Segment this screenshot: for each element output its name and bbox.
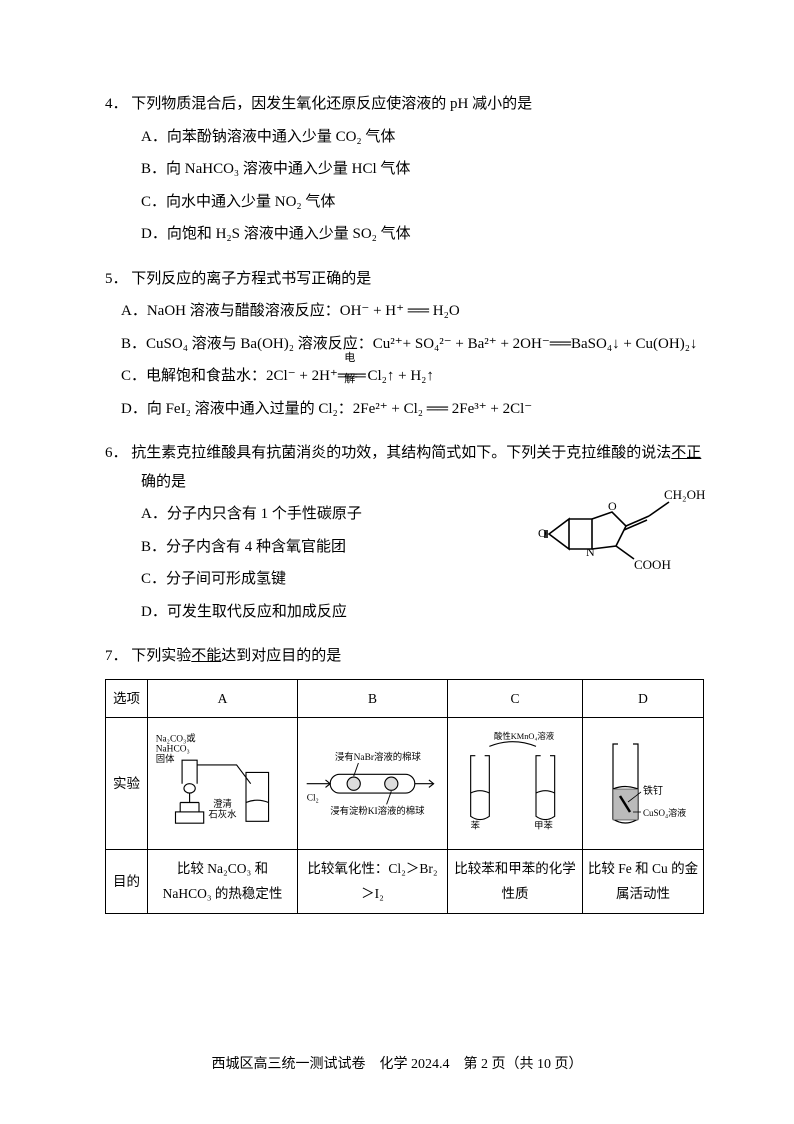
q5-num: 5． (105, 271, 128, 287)
exp-c-cell: 酸性KMnO₄溶液 苯 甲苯 (448, 718, 583, 850)
svg-text:Cl₂: Cl₂ (307, 794, 319, 804)
q4-opt-b: B．向 NaHCO₃ 溶液中通入少量 HCl 气体 (141, 155, 704, 184)
q4-a-text: 向苯酚钠溶液中通入少量 CO₂ 气体 (167, 129, 396, 145)
question-7: 7． 下列实验不能达到对应目的的是 选项 A B C D 实验 (105, 642, 704, 914)
svg-text:石灰水: 石灰水 (208, 809, 237, 821)
q5-text: 下列反应的离子方程式书写正确的是 (131, 271, 371, 287)
svg-text:NaHCO₃: NaHCO₃ (156, 745, 190, 755)
purpose-a: 比较 Na₂CO₃ 和 NaHCO₃ 的热稳定性 (148, 849, 298, 913)
q7-num: 7． (105, 648, 128, 664)
row-exp-label: 实验 (106, 718, 148, 850)
exp-d-diagram: 铁钉 CuSO₄溶液 (587, 724, 699, 834)
q4-opt-c: C．向水中通入少量 NO₂ 气体 (141, 188, 704, 217)
question-4: 4． 下列物质混合后，因发生氧化还原反应使溶液的 pH 减小的是 A．向苯酚钠溶… (105, 90, 704, 249)
q6-num: 6． (105, 445, 128, 461)
q7-text: 下列实验 (131, 648, 191, 664)
svg-text:CuSO₄溶液: CuSO₄溶液 (643, 807, 686, 818)
q4-opt-a: A．向苯酚钠溶液中通入少量 CO₂ 气体 (141, 123, 704, 152)
q5-opt-c: C．电解饱和食盐水：2Cl⁻ + 2H⁺电解═══ Cl₂↑ + H₂↑ (121, 362, 704, 391)
question-5: 5． 下列反应的离子方程式书写正确的是 A．NaOH 溶液与醋酸溶液反应：OH⁻… (105, 265, 704, 424)
svg-text:Na₂CO₃或: Na₂CO₃或 (156, 733, 196, 745)
q6-c-text: 分子间可形成氢键 (166, 571, 286, 587)
mol-o2: O (608, 499, 617, 513)
q5-b-text: CuSO₄ 溶液与 Ba(OH)₂ 溶液反应：Cu²⁺+ SO₄²⁻ + Ba²… (146, 336, 697, 352)
svg-text:浸有NaBr溶液的棉球: 浸有NaBr溶液的棉球 (335, 751, 422, 763)
svg-text:浸有淀粉KI溶液的棉球: 浸有淀粉KI溶液的棉球 (330, 805, 425, 817)
q4-text: 下列物质混合后，因发生氧化还原反应使溶液的 pH 减小的是 (131, 96, 532, 112)
purpose-c: 比较苯和甲苯的化学性质 (448, 849, 583, 913)
exp-d-cell: 铁钉 CuSO₄溶液 (583, 718, 704, 850)
table-purpose-row: 目的 比较 Na₂CO₃ 和 NaHCO₃ 的热稳定性 比较氧化性：Cl₂＞Br… (106, 849, 704, 913)
svg-text:澄清: 澄清 (213, 798, 232, 810)
q5-options: A．NaOH 溶液与醋酸溶液反应：OH⁻ + H⁺ ══ H₂O B．CuSO₄… (105, 297, 704, 423)
hdr-a: A (148, 679, 298, 718)
table-experiment-row: 实验 Na₂CO₃或 NaHCO₃ 固体 澄清 (106, 718, 704, 850)
mol-n: N (586, 545, 595, 559)
electrolysis-label: 电解 (344, 348, 357, 390)
exp-a-cell: Na₂CO₃或 NaHCO₃ 固体 澄清 石灰水 (148, 718, 298, 850)
exp-a-diagram: Na₂CO₃或 NaHCO₃ 固体 澄清 石灰水 (152, 724, 293, 834)
q7-text2: 达到对应目的的是 (221, 648, 341, 664)
q5-d-text: 向 FeI₂ 溶液中通入过量的 Cl₂：2Fe²⁺ + Cl₂ ══ 2Fe³⁺… (147, 401, 532, 417)
mol-cooh: COOH (634, 557, 671, 572)
q4-opt-d: D．向饱和 H₂S 溶液中通入少量 SO₂ 气体 (141, 220, 704, 249)
q5-a-text: NaOH 溶液与醋酸溶液反应：OH⁻ + H⁺ ══ H₂O (147, 303, 460, 319)
q6-not: 不正 (671, 445, 701, 461)
q4-b-text: 向 NaHCO₃ 溶液中通入少量 HCl 气体 (166, 161, 410, 177)
svg-text:铁钉: 铁钉 (643, 784, 663, 797)
q4-d-text: 向饱和 H₂S 溶液中通入少量 SO₂ 气体 (167, 226, 411, 242)
hdr-d: D (583, 679, 704, 718)
mol-o1: O (538, 526, 547, 540)
q7-not: 不能 (191, 648, 221, 664)
q5-opt-d: D．向 FeI₂ 溶液中通入过量的 Cl₂：2Fe²⁺ + Cl₂ ══ 2Fe… (121, 395, 704, 424)
row-purpose-label: 目的 (106, 849, 148, 913)
q4-num: 4． (105, 96, 128, 112)
hdr-b: B (298, 679, 448, 718)
q6-text: 抗生素克拉维酸具有抗菌消炎的功效，其结构简式如下。下列关于克拉维酸的说法 (131, 445, 671, 461)
svg-text:酸性KMnO₄溶液: 酸性KMnO₄溶液 (494, 731, 555, 741)
hdr-c: C (448, 679, 583, 718)
svg-text:苯: 苯 (471, 820, 480, 832)
exp-b-cell: 浸有NaBr溶液的棉球 Cl₂ 浸有淀粉KI溶液的棉球 (298, 718, 448, 850)
q4-c-text: 向水中通入少量 NO₂ 气体 (166, 194, 335, 210)
purpose-d: 比较 Fe 和 Cu 的金属活动性 (583, 849, 704, 913)
electrolysis-arrow: 电解═══ (338, 362, 364, 391)
q6-opt-d: D．可发生取代反应和加成反应 (141, 598, 704, 627)
hdr-opt: 选项 (106, 679, 148, 718)
exp-b-diagram: 浸有NaBr溶液的棉球 Cl₂ 浸有淀粉KI溶液的棉球 (302, 724, 443, 834)
svg-text:甲苯: 甲苯 (534, 820, 553, 832)
q6-b-text: 分子内含有 4 种含氧官能团 (166, 539, 346, 555)
q5-opt-b: B．CuSO₄ 溶液与 Ba(OH)₂ 溶液反应：Cu²⁺+ SO₄²⁻ + B… (121, 330, 704, 359)
svg-text:固体: 固体 (156, 753, 175, 765)
q5-c-post: Cl₂↑ + H₂↑ (364, 368, 434, 384)
question-6: 6． 抗生素克拉维酸具有抗菌消炎的功效，其结构简式如下。下列关于克拉维酸的说法不… (105, 439, 704, 626)
page-footer: 西城区高三统一测试试卷 化学 2024.4 第 2 页（共 10 页） (0, 1052, 794, 1079)
q5-c-pre: 电解饱和食盐水：2Cl⁻ + 2H⁺ (146, 368, 338, 384)
q6-a-text: 分子内只含有 1 个手性碳原子 (167, 506, 362, 522)
q6-d-text: 可发生取代反应和加成反应 (167, 604, 347, 620)
q4-options: A．向苯酚钠溶液中通入少量 CO₂ 气体 B．向 NaHCO₃ 溶液中通入少量 … (105, 123, 704, 249)
purpose-b: 比较氧化性：Cl₂＞Br₂＞I₂ (298, 849, 448, 913)
molecule-diagram: O O N CH₂OH COOH (534, 484, 714, 574)
table-header-row: 选项 A B C D (106, 679, 704, 718)
q5-opt-a: A．NaOH 溶液与醋酸溶液反应：OH⁻ + H⁺ ══ H₂O (121, 297, 704, 326)
mol-ch2oh: CH₂OH (664, 487, 705, 502)
exp-c-diagram: 酸性KMnO₄溶液 苯 甲苯 (452, 724, 578, 834)
experiment-table: 选项 A B C D 实验 Na₂CO₃或 (105, 679, 704, 915)
